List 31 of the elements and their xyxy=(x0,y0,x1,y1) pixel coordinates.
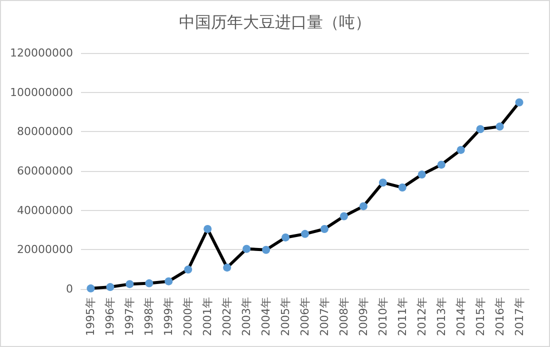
x-tick-label: 2010年 xyxy=(376,297,390,336)
y-tick-label: 0 xyxy=(66,282,73,296)
x-tick-label: 2004年 xyxy=(260,297,273,336)
x-tick-label: 1996年 xyxy=(104,297,117,336)
x-tick-label: 1999年 xyxy=(162,297,176,336)
x-tick-label: 2009年 xyxy=(356,297,370,336)
y-tick-label: 40000000 xyxy=(17,204,73,217)
x-tick-label: 1997年 xyxy=(123,297,136,336)
chart-title: 中国历年大豆进口量（吨） xyxy=(179,12,371,32)
x-tick-label: 2008年 xyxy=(337,297,350,336)
y-tick-label: 20000000 xyxy=(17,243,73,256)
x-tick-label: 2001年 xyxy=(201,297,214,336)
x-tick-label: 2011年 xyxy=(396,297,409,336)
x-tick-label: 2017年 xyxy=(512,297,526,336)
x-tick-label: 2003年 xyxy=(240,297,254,336)
x-tick-label: 2007年 xyxy=(318,297,331,336)
y-tick-label: 100000000 xyxy=(10,86,73,99)
x-tick-label: 2002年 xyxy=(220,297,234,336)
x-tick-label: 2014年 xyxy=(454,297,468,336)
x-tick-label: 2000年 xyxy=(182,297,195,336)
y-tick-label: 80000000 xyxy=(17,125,73,138)
x-tick-label: 2015年 xyxy=(474,297,487,336)
x-tick-label: 2005年 xyxy=(279,297,292,336)
x-tick-label: 1998年 xyxy=(142,297,156,336)
x-tick-label: 2016年 xyxy=(493,297,506,336)
x-tick-label: 2012年 xyxy=(415,297,428,336)
y-tick-label: 120000000 xyxy=(10,46,73,60)
y-tick-label: 60000000 xyxy=(17,164,73,178)
x-tick-label: 2006年 xyxy=(298,297,312,336)
x-tick-label: 2013年 xyxy=(434,297,448,336)
x-tick-label: 1995年 xyxy=(84,297,98,336)
